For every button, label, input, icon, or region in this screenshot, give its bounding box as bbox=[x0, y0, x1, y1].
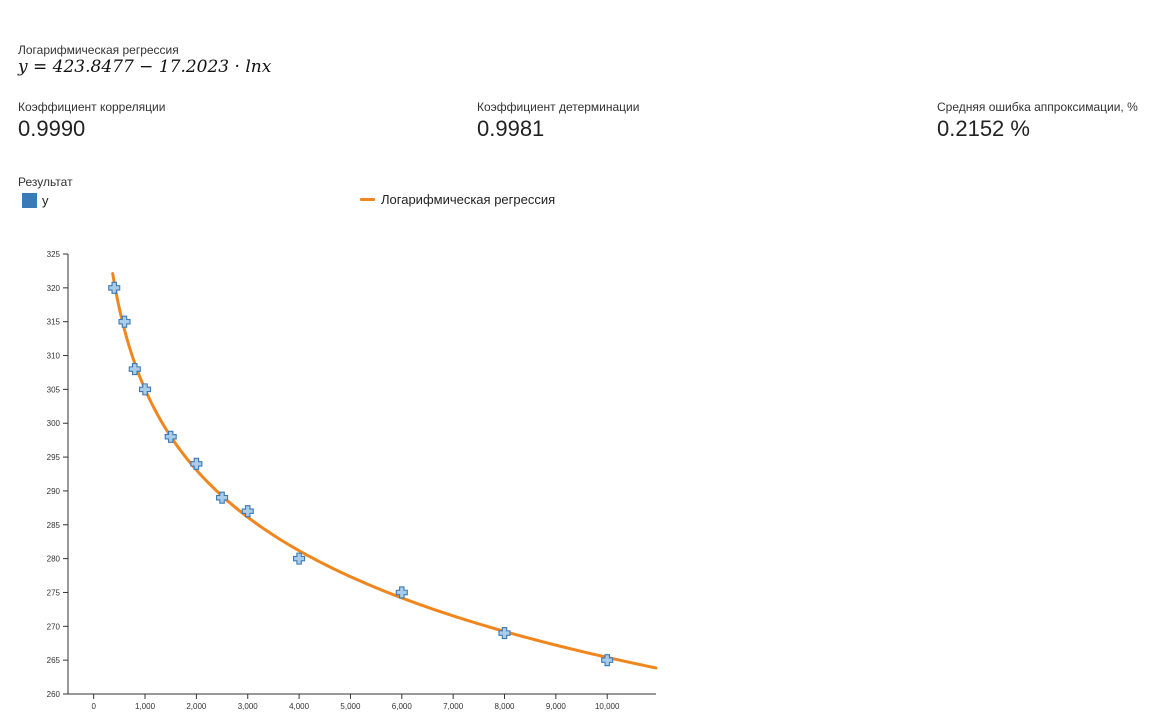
metric-approx-error: Средняя ошибка аппроксимации, % 0.2152 % bbox=[937, 100, 1138, 142]
legend-swatch-regression bbox=[360, 198, 375, 201]
x-tick-label: 5,000 bbox=[340, 702, 361, 711]
regression-curve bbox=[111, 271, 658, 670]
metric-correlation-label: Коэффициент корреляции bbox=[18, 100, 166, 114]
y-tick-label: 270 bbox=[47, 622, 61, 631]
y-tick-label: 300 bbox=[47, 419, 61, 428]
y-tick-label: 315 bbox=[47, 318, 61, 327]
data-point bbox=[118, 315, 131, 328]
metric-determination: Коэффициент детерминации 0.9981 bbox=[477, 100, 639, 142]
x-tick-label: 3,000 bbox=[238, 702, 259, 711]
x-tick-label: 8,000 bbox=[494, 702, 515, 711]
metric-approx-error-value: 0.2152 % bbox=[937, 116, 1030, 141]
result-label: Результат bbox=[18, 175, 73, 189]
regression-curve-layer bbox=[111, 271, 658, 670]
legend-label-y: y bbox=[42, 193, 49, 208]
y-tick-label: 320 bbox=[47, 284, 61, 293]
y-tick-label: 290 bbox=[47, 487, 61, 496]
x-tick-label: 0 bbox=[91, 702, 96, 711]
metric-approx-error-label: Средняя ошибка аппроксимации, % bbox=[937, 100, 1138, 114]
y-tick-label: 285 bbox=[47, 521, 61, 530]
legend-item-y[interactable]: y bbox=[22, 193, 49, 208]
scatter-points-layer bbox=[108, 281, 614, 667]
data-point bbox=[138, 383, 152, 396]
data-point bbox=[128, 363, 141, 376]
data-point bbox=[395, 586, 408, 599]
y-tick-label: 280 bbox=[47, 555, 61, 564]
regression-title: Логарифмическая регрессия bbox=[18, 43, 179, 57]
y-tick-label: 295 bbox=[47, 453, 61, 462]
y-tick-label: 260 bbox=[47, 690, 61, 699]
x-tick-label: 2,000 bbox=[186, 702, 207, 711]
data-point bbox=[108, 281, 121, 294]
legend-swatch-y bbox=[22, 193, 37, 208]
data-point bbox=[164, 430, 177, 443]
x-tick-label: 7,000 bbox=[443, 702, 464, 711]
data-point bbox=[241, 505, 254, 518]
x-tick-label: 1,000 bbox=[135, 702, 156, 711]
x-tick-label: 6,000 bbox=[392, 702, 413, 711]
legend-item-regression[interactable]: Логарифмическая регрессия bbox=[360, 192, 555, 207]
metric-determination-label: Коэффициент детерминации bbox=[477, 100, 640, 114]
y-tick-label: 310 bbox=[47, 352, 61, 361]
x-tick-label: 9,000 bbox=[546, 702, 567, 711]
y-tick-label: 325 bbox=[47, 250, 61, 259]
y-tick-label: 275 bbox=[47, 588, 61, 597]
x-tick-label: 4,000 bbox=[289, 702, 310, 711]
y-tick-label: 265 bbox=[47, 656, 61, 665]
legend-label-regression: Логарифмическая регрессия bbox=[381, 192, 556, 207]
data-point bbox=[293, 552, 306, 565]
x-tick-label: 10,000 bbox=[595, 702, 620, 711]
regression-formula: y = 423.8477 − 17.2023 · lnx bbox=[18, 57, 272, 77]
data-point bbox=[601, 654, 614, 667]
y-tick-label: 305 bbox=[47, 385, 61, 394]
metric-determination-value: 0.9981 bbox=[477, 116, 545, 141]
data-point bbox=[216, 491, 229, 504]
data-point bbox=[190, 457, 203, 470]
data-point bbox=[498, 627, 511, 640]
chart-axes: 260 265 270 275 280 285 290 295 300 305 310 315 320 3… bbox=[47, 250, 656, 711]
metric-correlation-value: 0.9990 bbox=[18, 116, 86, 141]
metric-correlation: Коэффициент корреляции 0.9990 bbox=[18, 100, 165, 142]
